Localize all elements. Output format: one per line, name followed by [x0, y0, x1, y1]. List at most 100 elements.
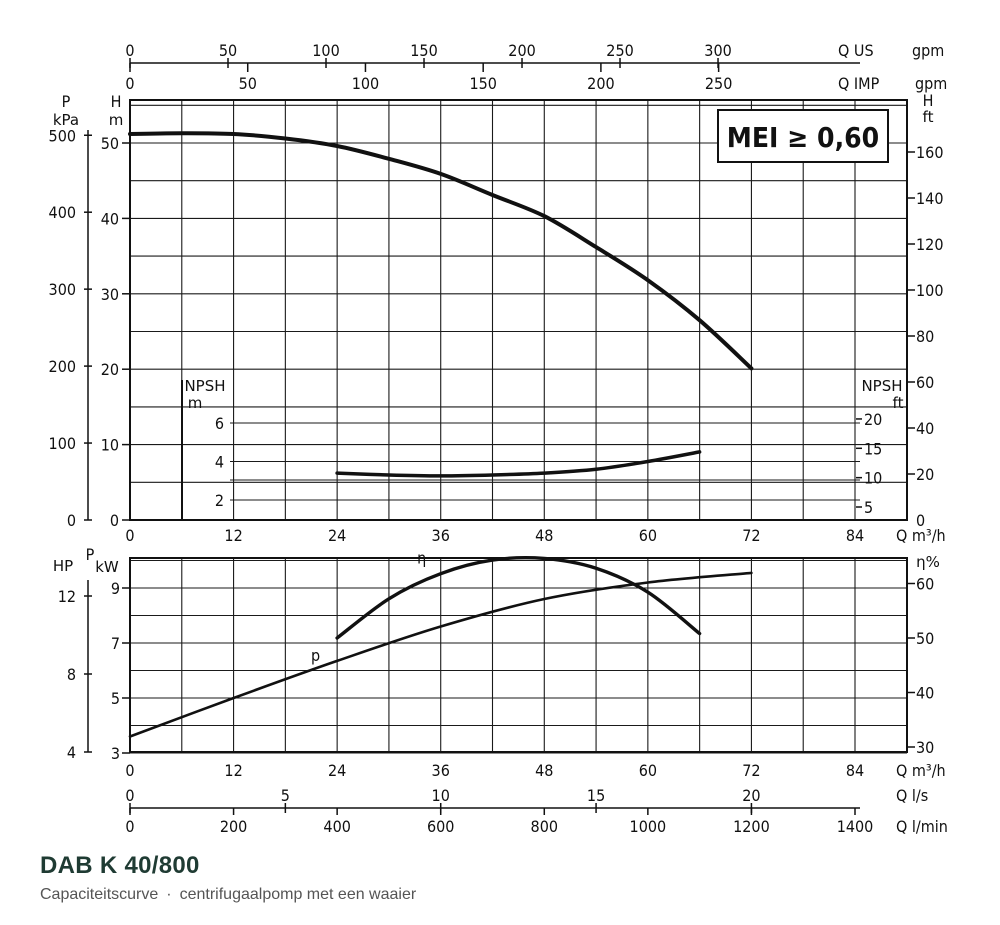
h-ft-tick-label: 60: [916, 373, 934, 392]
h-m-axis-label: H: [111, 92, 122, 111]
h-ft-tick-label: 20: [916, 465, 934, 484]
p-kpa-tick-label: 300: [49, 280, 76, 299]
p-kpa-tick-label: 100: [49, 434, 76, 453]
q-m3h-tick-label: 84: [846, 526, 864, 545]
curves: pη: [128, 131, 754, 738]
power-axis-label: P: [86, 545, 95, 564]
q-m3h-tick-label: 60: [639, 526, 657, 545]
imp-gpm-tick-label: 250: [705, 74, 732, 93]
caption: DAB K 40/800 Capaciteitscurve · centrifuga…: [40, 852, 416, 904]
q-lmin-unit-label: Q l/min: [896, 817, 948, 836]
power-kw-tick-label: 3: [111, 744, 120, 763]
q-m3h-tick-label-lower: 84: [846, 761, 864, 780]
h-ft-tick-label: 40: [916, 419, 934, 438]
npsh-m-tick-label: 2: [215, 491, 224, 510]
npsh-m-tick-label: 4: [215, 453, 224, 472]
h-ft-tick-label: 120: [916, 235, 943, 254]
product-title: DAB K 40/800: [40, 852, 200, 879]
q-lmin-tick-label: 1400: [837, 817, 874, 836]
power-curve: [128, 571, 753, 738]
q-m3h-tick-label-lower: 36: [432, 761, 450, 780]
q-lmin-tick-label: 800: [531, 817, 558, 836]
q-ls-tick-label: 5: [281, 786, 290, 805]
p-axis-label: P: [62, 92, 71, 111]
npsh-ft-tick-label: 5: [864, 498, 873, 517]
power-kw-tick-label: 5: [111, 689, 120, 708]
us-gpm-unit-label: gpm: [912, 41, 944, 60]
imp-gpm-unit-label: gpm: [915, 74, 947, 93]
efficiency-axis-label: η%: [916, 553, 940, 571]
p-kpa-tick-label: 400: [49, 203, 76, 222]
npsh-ft-tick-label: 15: [864, 439, 882, 458]
imp-gpm-axis-label: Q IMP: [838, 74, 880, 93]
npsh-m-unit-label: m: [188, 394, 203, 412]
efficiency-tick-label: 50: [916, 629, 934, 648]
p-kpa-tick-label: 200: [49, 357, 76, 376]
subtitle-type: Capaciteitscurve: [40, 886, 159, 903]
q-lmin-tick-label: 0: [125, 817, 134, 836]
q-lmin-tick-label: 1200: [733, 817, 770, 836]
npsh-curve: [335, 450, 702, 478]
imp-gpm-tick-label: 200: [587, 74, 614, 93]
imp-gpm-tick-label: 100: [352, 74, 379, 93]
q-m3h-tick-label-lower: 12: [224, 761, 242, 780]
q-m3h-tick-label-lower: 24: [328, 761, 346, 780]
h-m-tick-label: 40: [101, 209, 119, 228]
mei-badge-frame: [717, 109, 889, 163]
efficiency-tick-label: 30: [916, 738, 934, 757]
hp-tick-label: 8: [67, 665, 76, 684]
npsh-ft-unit-label: ft: [893, 394, 904, 412]
q-m3h-tick-label-lower: 0: [125, 761, 134, 780]
q-ls-tick-label: 20: [742, 786, 760, 805]
h-ft-tick-label: 160: [916, 143, 943, 162]
efficiency-curve-label: η: [417, 549, 426, 568]
us-gpm-tick-label: 250: [606, 41, 633, 60]
power-unit-label: kW: [95, 558, 119, 576]
subtitle-description: centrifugaalpomp met een waaier: [179, 886, 417, 903]
npsh-ft-axis-label: NPSH: [861, 377, 902, 395]
power-panel-frame: [129, 557, 908, 753]
q-m3h-unit-label-lower: Q m³/h: [896, 761, 946, 780]
efficiency-tick-label: 40: [916, 684, 934, 703]
head-panel-frame: [129, 99, 908, 521]
us-gpm-tick-label: 200: [508, 41, 535, 60]
q-m3h-tick-label-lower: 48: [535, 761, 553, 780]
efficiency-curve: [335, 555, 702, 640]
q-lmin-tick-label: 200: [220, 817, 247, 836]
p-unit-label: kPa: [53, 111, 79, 129]
q-m3h-tick-label-lower: 60: [639, 761, 657, 780]
h-m-unit-label: m: [109, 111, 124, 129]
us-gpm-tick-label: 50: [219, 41, 237, 60]
us-gpm-tick-label: 150: [410, 41, 437, 60]
q-lmin-tick-label: 1000: [630, 817, 667, 836]
us-gpm-tick-label: 0: [125, 41, 134, 60]
product-subtitle: Capaciteitscurve · centrifugaalpomp met ee…: [40, 886, 416, 904]
power-kw-tick-label: 9: [111, 579, 120, 598]
h-m-tick-label: 30: [101, 285, 119, 304]
h-ft-tick-label: 80: [916, 327, 934, 346]
h-ft-unit-label: ft: [923, 108, 934, 126]
q-m3h-unit-label: Q m³/h: [896, 526, 946, 545]
hp-axis-label: HP: [53, 557, 73, 575]
mei-badge-text: MEI ≥ 0,60: [727, 121, 879, 154]
q-ls-tick-label: 10: [432, 786, 450, 805]
h-ft-axis-label: H: [923, 91, 934, 110]
h-m-tick-label: 20: [101, 360, 119, 379]
us-gpm-tick-label: 100: [312, 41, 339, 60]
head-panel-grid: [129, 99, 908, 521]
p-kpa-tick-label: 500: [49, 126, 76, 145]
us-gpm-axis-label: Q US: [838, 41, 874, 60]
imp-gpm-tick-label: 50: [239, 74, 257, 93]
h-m-tick-label: 0: [110, 511, 119, 530]
q-m3h-tick-label: 48: [535, 526, 553, 545]
mei-badge: MEI ≥ 0,60: [717, 109, 889, 163]
h-ft-tick-label: 100: [916, 281, 943, 300]
npsh-ft-tick-label: 10: [864, 469, 882, 488]
q-m3h-tick-label: 12: [224, 526, 242, 545]
q-m3h-tick-label: 36: [432, 526, 450, 545]
head-curve: [128, 131, 754, 371]
h-m-tick-label: 10: [101, 436, 119, 455]
npsh-m-axis-label: NPSH: [184, 377, 225, 395]
